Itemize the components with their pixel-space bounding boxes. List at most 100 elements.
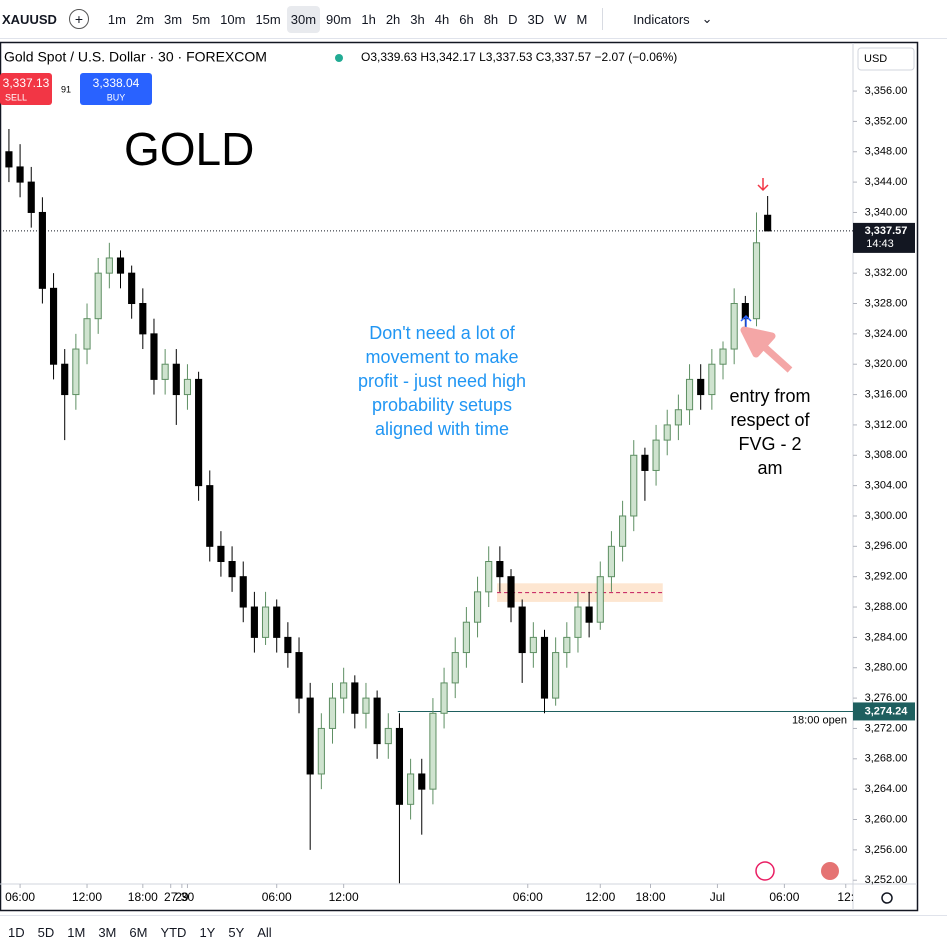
interval-button[interactable]: 5m: [192, 11, 211, 27]
range-button[interactable]: All: [257, 924, 272, 940]
candle-body: [38, 211, 46, 289]
candle: [552, 637, 560, 706]
y-tick-label: 3,308.00: [865, 449, 908, 461]
y-tick-label: 3,344.00: [865, 176, 908, 188]
x-tick-label: 12:: [837, 890, 854, 904]
x-tick-label: 06:00: [513, 890, 543, 904]
candle: [685, 364, 694, 425]
add-symbol[interactable]: +: [68, 9, 89, 29]
range-button[interactable]: 1M: [67, 924, 86, 940]
range-button[interactable]: 1D: [8, 924, 25, 940]
interval-button[interactable]: 3h: [410, 11, 425, 27]
annotation-text: movement to make: [365, 347, 518, 367]
candle: [563, 622, 571, 668]
interval-button[interactable]: 2m: [135, 11, 155, 27]
buy-label: BUY: [107, 92, 126, 102]
buy-price: 3,338.04: [93, 76, 140, 90]
range-button[interactable]: 6M: [129, 924, 148, 940]
candle: [362, 682, 370, 729]
candle-body: [473, 591, 482, 623]
last-price-label: 3,337.57: [865, 225, 908, 237]
interval-button[interactable]: 2h: [385, 11, 401, 27]
range-button[interactable]: 3M: [98, 924, 117, 940]
candle: [630, 440, 638, 532]
indicators-button[interactable]: Indicators: [633, 11, 690, 27]
interval-button[interactable]: 90m: [326, 11, 352, 27]
candle: [373, 690, 381, 759]
candle-body: [351, 682, 359, 714]
fvg-zone: [497, 583, 663, 602]
candle-body: [72, 348, 80, 396]
interval-button[interactable]: 4h: [434, 11, 450, 27]
range-button[interactable]: 5D: [37, 924, 55, 940]
interval-button[interactable]: 6h: [459, 11, 474, 27]
candle-body: [373, 697, 381, 745]
candle: [708, 349, 716, 410]
interval-button[interactable]: 3D: [527, 11, 545, 27]
y-tick-label: 3,328.00: [865, 297, 908, 309]
candle-body: [563, 636, 571, 654]
interval-button[interactable]: 1h: [361, 11, 376, 27]
buy-button[interactable]: [80, 73, 152, 105]
symbol[interactable]: XAUUSD: [2, 11, 57, 27]
range-button[interactable]: 5Y: [228, 924, 245, 940]
settings-icon: [881, 892, 893, 904]
flag-icon: [821, 862, 839, 880]
x-tick-label: 12:00: [585, 890, 615, 904]
dropdown[interactable]: ⌄: [701, 11, 713, 26]
candle: [529, 622, 537, 668]
candle-body: [27, 181, 35, 213]
candle-body: [273, 606, 281, 638]
candle: [116, 250, 125, 289]
candle-body: [340, 682, 348, 699]
candle: [507, 569, 515, 623]
candle-body: [496, 561, 504, 578]
candle-body: [730, 303, 738, 350]
candle: [351, 675, 359, 729]
candle: [284, 622, 292, 668]
interval-button[interactable]: D: [508, 11, 518, 27]
candle: [27, 166, 35, 228]
y-tick-label: 3,352.00: [865, 115, 908, 127]
candle: [429, 698, 437, 805]
countdown: 14:43: [866, 238, 894, 250]
candle-body: [116, 257, 125, 274]
x-tick-label: 06:00: [5, 890, 35, 904]
interval-button[interactable]: 30m: [286, 5, 321, 33]
candle: [607, 531, 616, 592]
interval-button[interactable]: 3m: [164, 11, 183, 27]
open-level-tag: [853, 702, 915, 721]
interval-button[interactable]: M: [576, 11, 588, 27]
interval-button[interactable]: 1m: [107, 11, 126, 27]
candle: [674, 394, 682, 441]
candle: [697, 364, 705, 410]
currency: USD: [864, 53, 887, 65]
candle-body: [752, 242, 761, 320]
candle-body: [261, 606, 270, 638]
candle: [317, 713, 325, 790]
interval-button[interactable]: W: [554, 11, 567, 27]
y-tick-label: 3,316.00: [865, 388, 908, 400]
sell-button[interactable]: [0, 73, 52, 105]
candle-body: [451, 652, 459, 684]
interval-button[interactable]: 8h: [483, 11, 499, 27]
y-tick-label: 3,288.00: [865, 601, 908, 613]
interval-button[interactable]: 10m: [220, 11, 246, 27]
candle: [295, 637, 303, 714]
candle: [395, 713, 404, 884]
x-tick-label: 30: [181, 890, 195, 904]
candle-body: [697, 378, 705, 396]
candle-body: [719, 348, 727, 365]
candle-body: [663, 424, 671, 441]
range-button[interactable]: 1Y: [199, 924, 216, 940]
interval-button[interactable]: 15m: [255, 11, 281, 27]
y-tick-label: 3,304.00: [865, 480, 908, 492]
candle-body: [362, 697, 370, 714]
x-tick-label: 06:00: [769, 890, 799, 904]
range-button[interactable]: YTD: [160, 924, 187, 940]
candle: [306, 682, 314, 850]
y-tick-label: 3,356.00: [865, 85, 908, 97]
candle: [61, 349, 69, 441]
candle: [206, 470, 214, 562]
candle: [764, 195, 772, 232]
